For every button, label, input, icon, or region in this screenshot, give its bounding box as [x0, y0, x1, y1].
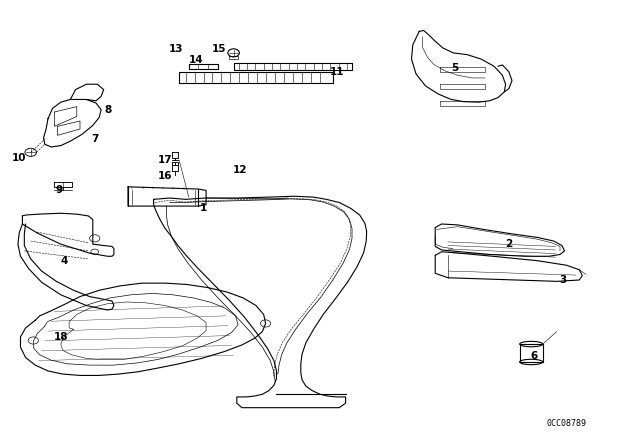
Text: 12: 12: [233, 165, 247, 175]
Text: 11: 11: [330, 67, 344, 77]
Text: 6: 6: [531, 351, 538, 361]
Text: 0CC08789: 0CC08789: [547, 419, 586, 428]
Text: 1: 1: [200, 203, 207, 213]
Text: 15: 15: [212, 44, 226, 54]
Text: 4: 4: [60, 256, 68, 266]
Text: 5: 5: [451, 63, 458, 73]
Text: 13: 13: [169, 44, 183, 54]
Text: 14: 14: [189, 55, 204, 65]
Text: 8: 8: [104, 105, 111, 115]
Text: 17: 17: [158, 155, 172, 165]
Text: 3: 3: [559, 275, 567, 285]
Text: 16: 16: [158, 171, 172, 181]
Text: 7: 7: [91, 134, 99, 144]
Text: 2: 2: [505, 239, 513, 249]
Text: 10: 10: [12, 153, 26, 163]
Text: 18: 18: [54, 332, 68, 342]
Text: 9: 9: [56, 185, 63, 194]
